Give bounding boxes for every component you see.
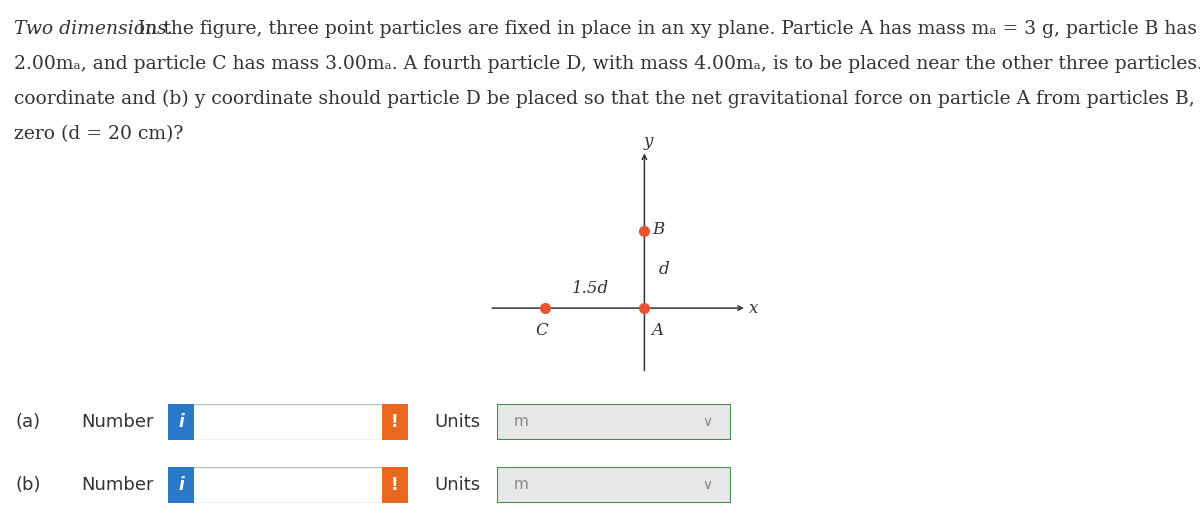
- Text: zero (d = 20 cm)?: zero (d = 20 cm)?: [14, 125, 184, 143]
- Text: Units: Units: [434, 476, 480, 494]
- Text: (b): (b): [16, 476, 41, 494]
- Text: C: C: [535, 322, 548, 339]
- Text: Units: Units: [434, 413, 480, 431]
- Text: coordinate and (b) y coordinate should particle D be placed so that the net grav: coordinate and (b) y coordinate should p…: [14, 90, 1200, 108]
- Text: 2.00mₐ, and particle C has mass 3.00mₐ. A fourth particle D, with mass 4.00mₐ, i: 2.00mₐ, and particle C has mass 3.00mₐ. …: [14, 55, 1200, 73]
- Text: ∨: ∨: [702, 415, 712, 429]
- Bar: [168, 404, 194, 440]
- Text: y: y: [643, 133, 653, 150]
- Text: !: !: [391, 413, 398, 431]
- Text: m: m: [514, 414, 528, 429]
- Bar: [382, 467, 408, 503]
- Text: x: x: [749, 300, 758, 316]
- Text: i: i: [179, 476, 184, 494]
- Text: (a): (a): [16, 413, 41, 431]
- Text: Number: Number: [82, 413, 154, 431]
- Text: d: d: [659, 261, 670, 278]
- Text: !: !: [391, 476, 398, 494]
- Text: ∨: ∨: [702, 478, 712, 492]
- Text: Two dimensions.: Two dimensions.: [14, 20, 173, 38]
- Text: Number: Number: [82, 476, 154, 494]
- Text: i: i: [179, 413, 184, 431]
- Bar: [382, 404, 408, 440]
- Text: 1.5d: 1.5d: [571, 280, 608, 297]
- Text: B: B: [653, 221, 665, 238]
- Text: A: A: [650, 322, 662, 339]
- Text: In the figure, three point particles are fixed in place in an xy plane. Particle: In the figure, three point particles are…: [132, 20, 1200, 38]
- Text: m: m: [514, 477, 528, 492]
- Bar: [168, 467, 194, 503]
- FancyBboxPatch shape: [154, 461, 422, 509]
